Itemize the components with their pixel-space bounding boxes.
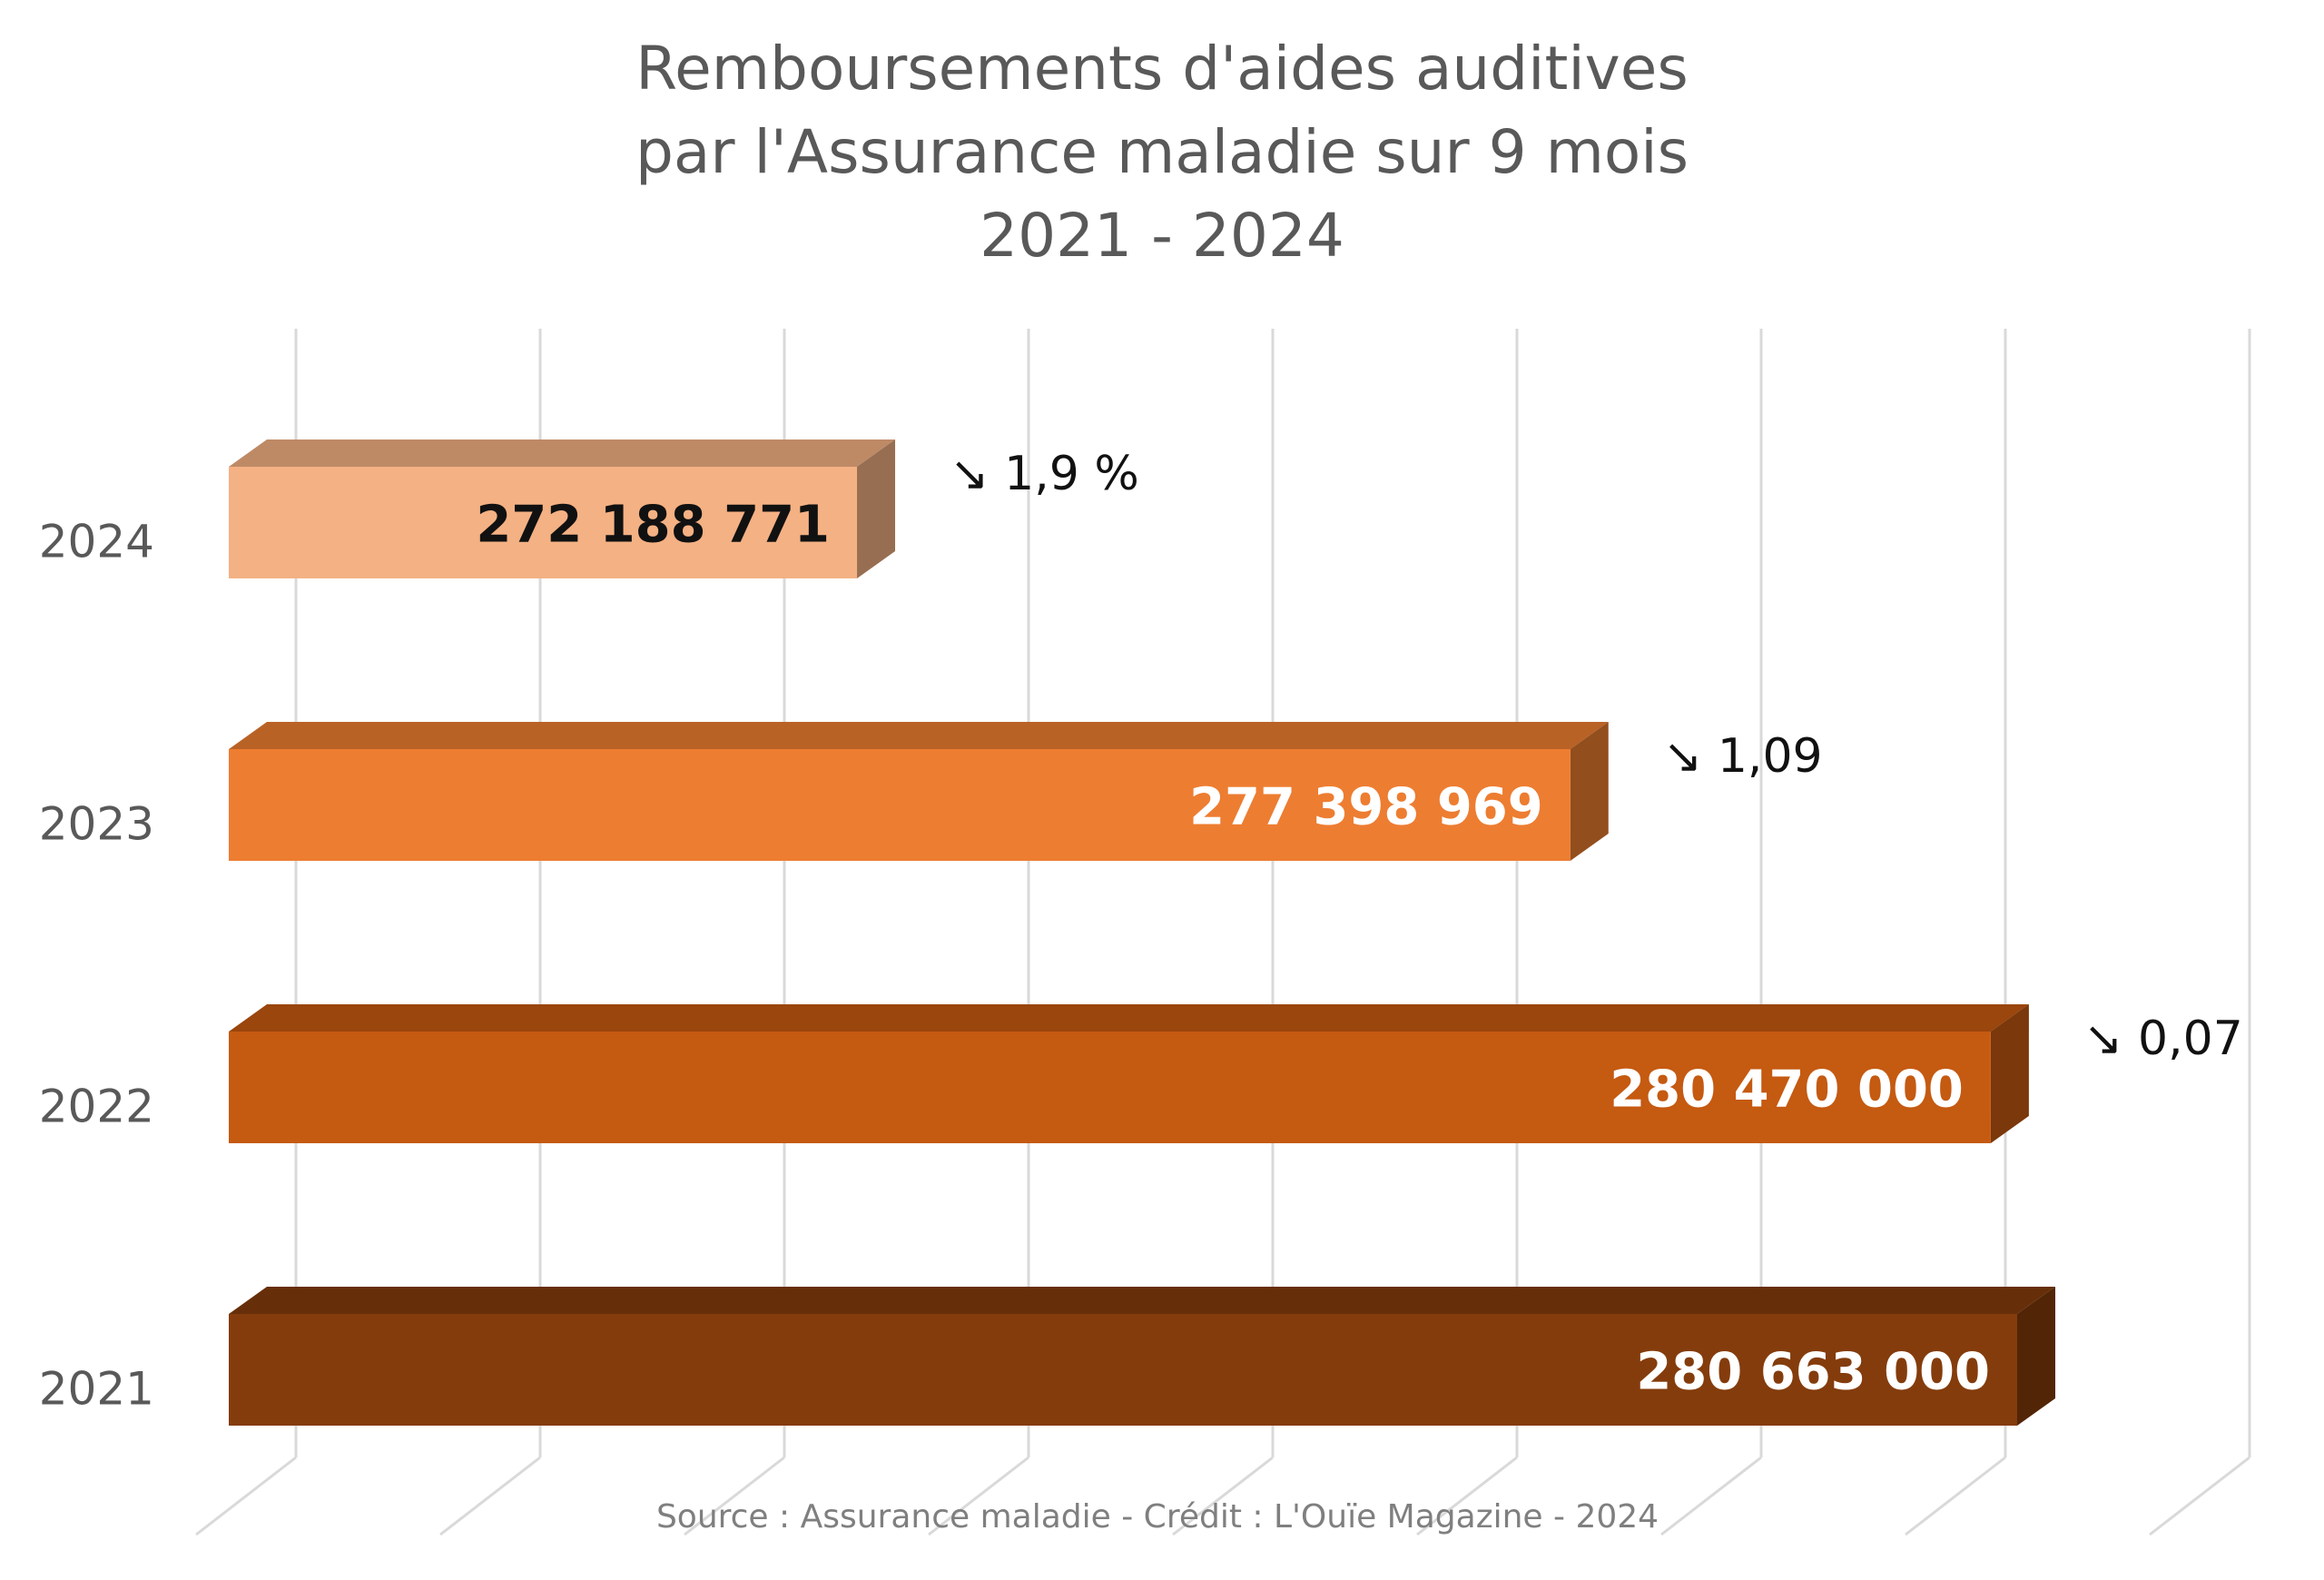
bar-front-face	[229, 1032, 1991, 1143]
category-label: 2022	[39, 1081, 154, 1133]
title-line: par l'Assurance maladie sur 9 mois	[635, 117, 1689, 187]
labels-layer: 272 188 771 2024 ↘ 1,9 % 277 398 969 2023 ↘ 1…	[39, 447, 2243, 1416]
title-line: Remboursements d'aides auditives	[635, 34, 1688, 104]
grid-floor-line	[439, 1456, 541, 1536]
category-label: 2024	[39, 516, 154, 568]
bar-2022	[229, 1004, 2029, 1143]
change-annotation: ↘ 1,9 %	[950, 447, 1139, 501]
title-line: 2021 - 2024	[980, 201, 1344, 271]
bar-front-face	[229, 749, 1571, 861]
grid-floor-line	[1416, 1456, 1518, 1536]
chart-title: Remboursements d'aides auditives par l'As…	[635, 34, 1689, 271]
value-label: 272 188 771	[476, 496, 830, 555]
bar-top-face	[229, 1287, 2055, 1314]
bar-2024	[229, 439, 896, 578]
bar-front-face	[229, 467, 858, 578]
category-label: 2021	[39, 1363, 154, 1416]
change-annotation: ↘ 0,07	[2083, 1012, 2243, 1066]
change-annotation: ↘ 1,09	[1663, 729, 1823, 784]
grid-floor-line	[1905, 1456, 2006, 1536]
bar-side-face	[2017, 1287, 2055, 1426]
source-note: Source : Assurance maladie - Crédit : L'…	[656, 1498, 1659, 1536]
grid-floor-line	[1172, 1456, 1274, 1536]
bar-top-face	[229, 722, 1609, 749]
category-label: 2023	[39, 798, 154, 851]
bar-2023	[229, 722, 1609, 861]
value-label: 280 663 000	[1636, 1343, 1990, 1402]
bar-side-face	[1570, 722, 1609, 861]
grid-floor-line	[928, 1456, 1029, 1536]
bar-side-face	[857, 439, 896, 578]
grid-floor-line	[195, 1456, 297, 1536]
bar-side-face	[1990, 1004, 2029, 1143]
grid-floor-line	[684, 1456, 785, 1536]
bar-top-face	[229, 439, 896, 467]
bars-layer	[229, 439, 2055, 1426]
value-label: 277 398 969	[1189, 778, 1543, 837]
bar-front-face	[229, 1314, 2017, 1426]
grid-floor-line	[2149, 1456, 2250, 1536]
bar-2021	[229, 1287, 2055, 1426]
bar-top-face	[229, 1004, 2029, 1032]
grid-floor-line	[1660, 1456, 1762, 1536]
value-label: 280 470 000	[1610, 1061, 1964, 1120]
